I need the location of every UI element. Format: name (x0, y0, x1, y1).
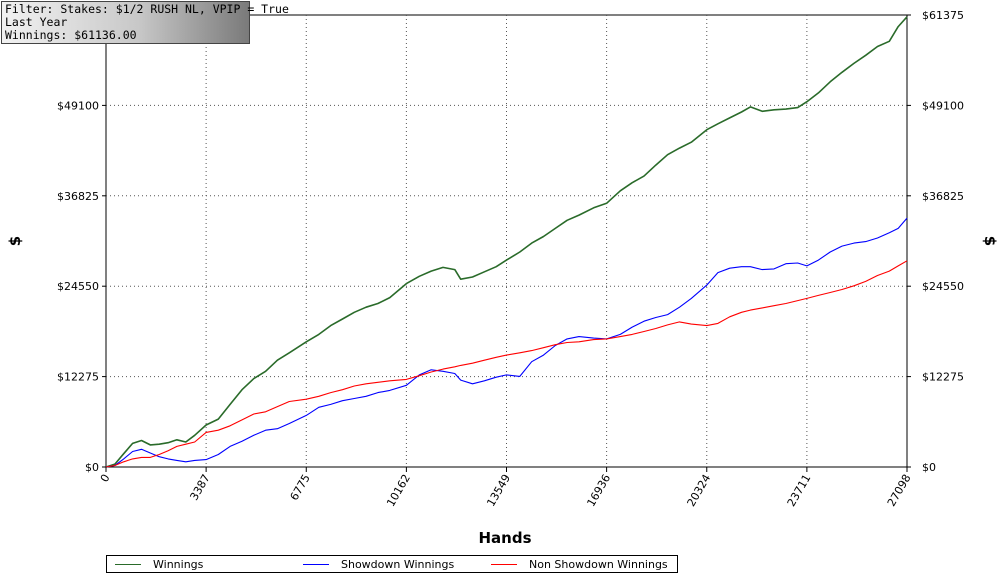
legend-item-showdown: Showdown Winnings (303, 557, 454, 571)
x-tick-label: 13549 (484, 472, 513, 509)
legend-item-non-showdown: Non Showdown Winnings (491, 557, 668, 571)
series-line-showdown-winnings (105, 217, 908, 468)
series-line-winnings (105, 16, 908, 468)
winnings-text: Winnings: $61136.00 (5, 28, 137, 42)
legend-item-winnings: Winnings (115, 557, 203, 571)
x-tick-label: 0 (98, 472, 113, 485)
y-axis-title-right: $ (981, 236, 999, 246)
series-layer (105, 16, 908, 468)
legend-label-showdown: Showdown Winnings (341, 557, 455, 571)
chart-legend: Winnings Showdown Winnings Non Showdown … (106, 555, 678, 573)
x-tick-label: 27098 (885, 472, 914, 509)
legend-swatch-showdown (303, 563, 329, 565)
y-tick-label-right: $0 (922, 461, 936, 474)
filter-info-box: Filter: Stakes: $1/2 RUSH NL, VPIP = Tru… (1, 1, 289, 44)
y-tick-label-left: $49100 (57, 99, 99, 112)
period-text: Last Year (5, 15, 68, 29)
y-tick-label-left: $12275 (57, 371, 99, 384)
x-tick-label: 6775 (288, 472, 313, 503)
y-tick-label-left: $0 (85, 461, 99, 474)
legend-label-non-showdown: Non Showdown Winnings (529, 557, 668, 571)
grid-layer (106, 15, 907, 467)
y-tick-label-right: $49100 (922, 99, 964, 112)
filter-text: Filter: Stakes: $1/2 RUSH NL, VPIP = Tru… (5, 2, 289, 16)
x-tick-label: 10162 (384, 472, 413, 509)
series-line-non-showdown-winnings (105, 260, 908, 468)
x-axis-title: Hands (478, 529, 531, 547)
x-tick-label: 16936 (584, 472, 613, 509)
y-tick-label-left: $36825 (57, 190, 99, 203)
legend-swatch-non-showdown (491, 563, 517, 565)
y-tick-label-right: $12275 (922, 371, 964, 384)
x-tick-label: 20324 (685, 472, 714, 509)
y-axis-title-left: $ (6, 236, 24, 246)
x-tick-label: 23711 (785, 472, 814, 509)
y-tick-label-right: $24550 (922, 280, 964, 293)
y-tick-label-right: $36825 (922, 190, 964, 203)
y-tick-label-right: $61375 (922, 9, 964, 22)
legend-label-winnings: Winnings (153, 557, 204, 571)
y-tick-label-left: $24550 (57, 280, 99, 293)
legend-swatch-winnings (115, 563, 141, 565)
x-tick-label: 3387 (187, 472, 212, 503)
